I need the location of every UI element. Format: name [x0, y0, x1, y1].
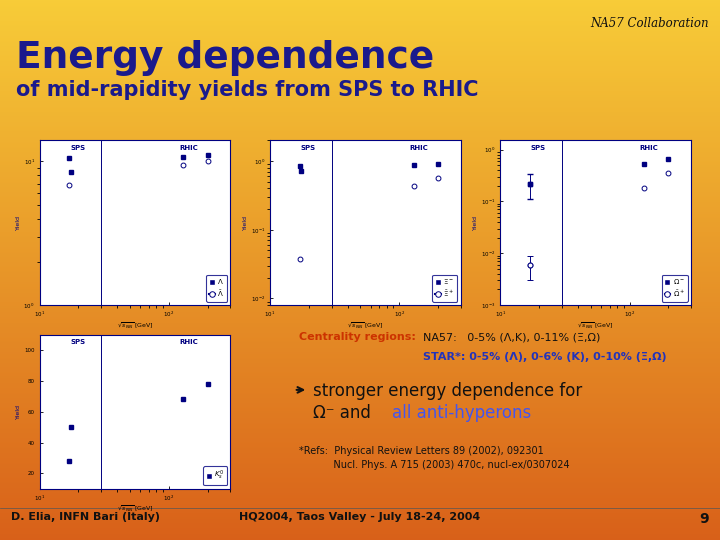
Y-axis label: Yield: Yield — [17, 404, 22, 419]
X-axis label: $\sqrt{s_{NN}}$ [GeV]: $\sqrt{s_{NN}}$ [GeV] — [117, 504, 153, 515]
Text: Ω⁻ and: Ω⁻ and — [313, 404, 377, 422]
Text: RHIC: RHIC — [410, 145, 428, 151]
Text: stronger energy dependence for: stronger energy dependence for — [313, 382, 582, 400]
X-axis label: $\sqrt{s_{NN}}$ [GeV]: $\sqrt{s_{NN}}$ [GeV] — [347, 321, 384, 331]
Text: D. Elia, INFN Bari (Italy): D. Elia, INFN Bari (Italy) — [11, 512, 160, 522]
Text: RHIC: RHIC — [179, 340, 198, 346]
Text: RHIC: RHIC — [179, 145, 198, 151]
Text: HQ2004, Taos Valley - July 18-24, 2004: HQ2004, Taos Valley - July 18-24, 2004 — [239, 512, 481, 522]
Text: 9: 9 — [700, 512, 709, 526]
Text: SPS: SPS — [70, 145, 86, 151]
X-axis label: $\sqrt{s_{NN}}$ [GeV]: $\sqrt{s_{NN}}$ [GeV] — [577, 321, 614, 331]
Text: STAR*: 0-5% (Λ), 0-6% (K), 0-10% (Ξ,Ω): STAR*: 0-5% (Λ), 0-6% (K), 0-10% (Ξ,Ω) — [423, 352, 667, 362]
Y-axis label: Yield: Yield — [16, 215, 21, 230]
Text: of mid-rapidity yields from SPS to RHIC: of mid-rapidity yields from SPS to RHIC — [16, 80, 478, 100]
Text: RHIC: RHIC — [640, 145, 659, 151]
Text: SPS: SPS — [300, 145, 316, 151]
Y-axis label: Yield: Yield — [473, 215, 478, 230]
Text: all anti-hyperons: all anti-hyperons — [392, 404, 531, 422]
Text: Energy dependence: Energy dependence — [16, 40, 434, 77]
Text: Nucl. Phys. A 715 (2003) 470c, nucl-ex/0307024: Nucl. Phys. A 715 (2003) 470c, nucl-ex/0… — [299, 460, 570, 470]
Legend: $\Lambda$, $\bar{\Lambda}$: $\Lambda$, $\bar{\Lambda}$ — [207, 275, 227, 302]
Legend: $K^0_s$: $K^0_s$ — [203, 467, 227, 485]
X-axis label: $\sqrt{s_{NN}}$ [GeV]: $\sqrt{s_{NN}}$ [GeV] — [117, 321, 153, 331]
Text: SPS: SPS — [531, 145, 546, 151]
Y-axis label: Yield: Yield — [243, 215, 248, 230]
Legend: $\Xi^-$, $\bar{\Xi}^+$: $\Xi^-$, $\bar{\Xi}^+$ — [432, 275, 457, 302]
Text: SPS: SPS — [70, 340, 86, 346]
Text: NA57 Collaboration: NA57 Collaboration — [590, 17, 709, 30]
Text: *Refs:  Physical Review Letters 89 (2002), 092301: *Refs: Physical Review Letters 89 (2002)… — [299, 446, 544, 456]
Text: Centrality regions:: Centrality regions: — [299, 332, 415, 342]
Legend: $\Omega^-$, $\bar{\Omega}^+$: $\Omega^-$, $\bar{\Omega}^+$ — [662, 275, 688, 302]
Text: NA57:   0-5% (Λ,K), 0-11% (Ξ,Ω): NA57: 0-5% (Λ,K), 0-11% (Ξ,Ω) — [423, 332, 600, 342]
